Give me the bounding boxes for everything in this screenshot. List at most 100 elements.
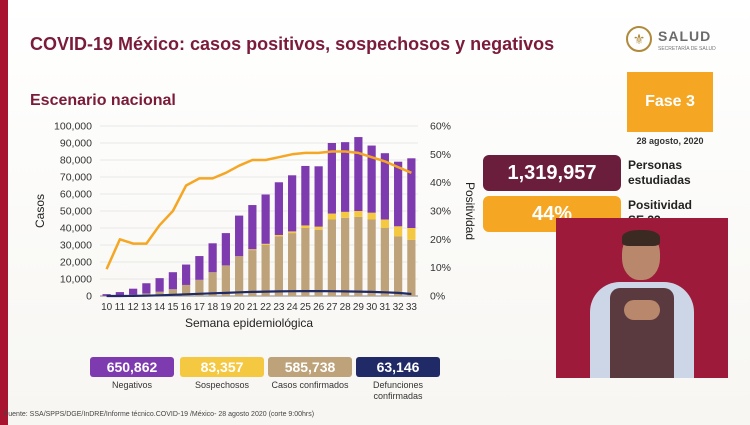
logo-subtext: SECRETARÍA DE SALUD xyxy=(658,46,716,52)
bar-negativos xyxy=(208,243,217,273)
line-positividad xyxy=(105,150,412,270)
y2-axis-label: Positividad xyxy=(463,182,477,240)
bar-sospechosos xyxy=(367,212,376,220)
bar-negativos xyxy=(235,215,244,257)
x-tick-label: 22 xyxy=(260,302,272,313)
bar-sospechosos xyxy=(248,249,257,251)
source-note: Fuente: SSA/SPPS/DGE/InDRE/Informe técni… xyxy=(4,411,315,418)
bar-casos-confirmados xyxy=(367,219,376,296)
x-tick-label: 10 xyxy=(101,302,113,313)
bar-sospechosos xyxy=(380,219,389,228)
page-subtitle: Escenario nacional xyxy=(30,92,176,109)
bar-casos-confirmados xyxy=(182,284,191,296)
bar-sospechosos xyxy=(261,243,270,245)
x-tick-label: 24 xyxy=(287,302,299,313)
bar-negativos xyxy=(168,272,177,290)
y2-tick-label: 50% xyxy=(430,149,451,161)
bar-casos-confirmados xyxy=(195,279,204,296)
bar-sospechosos xyxy=(341,211,350,218)
bar-sospechosos xyxy=(235,256,244,257)
y-tick-label: 50,000 xyxy=(60,206,92,218)
bar-casos-confirmados xyxy=(354,216,363,296)
x-tick-label: 17 xyxy=(194,302,206,313)
bar-casos-confirmados xyxy=(274,236,283,296)
x-tick-label: 28 xyxy=(340,302,352,313)
phase-date: 28 agosto, 2020 xyxy=(636,136,704,146)
bar-negativos xyxy=(301,165,310,226)
bar-negativos xyxy=(129,288,138,295)
x-tick-label: 33 xyxy=(406,302,418,313)
bar-casos-confirmados xyxy=(341,217,350,296)
bar-sospechosos xyxy=(394,226,403,237)
x-tick-label: 18 xyxy=(207,302,219,313)
bar-negativos xyxy=(274,182,283,235)
bar-casos-confirmados xyxy=(288,233,297,296)
y-tick-label: 20,000 xyxy=(60,257,92,269)
legend-confirmados-label: Casos confirmados xyxy=(271,380,349,390)
bar-negativos xyxy=(248,205,257,250)
legend-confirmados: 585,738 Casos confirmados xyxy=(268,357,352,391)
y2-tick-label: 30% xyxy=(430,206,451,218)
stat-studied-label: Personas estudiadas xyxy=(628,158,691,187)
legend-negativos-value: 650,862 xyxy=(90,357,174,377)
bar-negativos xyxy=(142,283,151,294)
y-tick-label: 30,000 xyxy=(60,240,92,252)
y-tick-label: 60,000 xyxy=(60,189,92,201)
bar-casos-confirmados xyxy=(235,256,244,296)
x-tick-label: 21 xyxy=(247,302,259,313)
bar-sospechosos xyxy=(354,211,363,217)
bar-negativos xyxy=(380,153,389,220)
bar-negativos xyxy=(354,137,363,211)
bar-negativos xyxy=(314,166,323,227)
x-tick-label: 19 xyxy=(220,302,232,313)
legend-negativos: 650,862 Negativos xyxy=(90,357,174,391)
x-tick-label: 29 xyxy=(353,302,365,313)
legend-defunciones-label: Defunciones confirmadas xyxy=(372,380,424,401)
bar-negativos xyxy=(182,264,191,285)
bar-casos-confirmados xyxy=(155,291,164,296)
y2-tick-label: 20% xyxy=(430,234,451,246)
bar-sospechosos xyxy=(274,234,283,237)
y2-tick-label: 40% xyxy=(430,177,451,189)
side-band xyxy=(0,0,8,425)
x-tick-label: 31 xyxy=(379,302,391,313)
x-tick-label: 23 xyxy=(273,302,285,313)
bar-sospechosos xyxy=(314,226,323,230)
y2-tick-label: 0% xyxy=(430,291,445,303)
bar-sospechosos xyxy=(407,228,416,240)
bar-casos-confirmados xyxy=(394,236,403,296)
bar-sospechosos xyxy=(288,231,297,234)
x-tick-label: 14 xyxy=(154,302,166,313)
y-tick-label: 90,000 xyxy=(60,138,92,150)
legend-defunciones-value: 63,146 xyxy=(356,357,440,377)
bar-negativos xyxy=(341,142,350,212)
bar-casos-confirmados xyxy=(221,265,230,296)
interpreter-hands xyxy=(624,300,660,320)
legend-sospechosos-value: 83,357 xyxy=(180,357,264,377)
logo-name: SALUD xyxy=(658,28,712,44)
bar-negativos xyxy=(327,143,336,214)
bar-negativos xyxy=(221,233,230,266)
bar-sospechosos xyxy=(327,213,336,220)
y2-tick-label: 60% xyxy=(430,121,451,133)
legend-defunciones: 63,146 Defunciones confirmadas xyxy=(356,357,440,402)
phase-badge: Fase 3 xyxy=(627,72,713,132)
y-tick-label: 0 xyxy=(86,291,92,303)
x-tick-label: 15 xyxy=(167,302,179,313)
bar-negativos xyxy=(115,292,124,296)
stat-studied-value: 1,319,957 xyxy=(483,155,621,191)
bar-casos-confirmados xyxy=(248,250,257,296)
x-tick-label: 30 xyxy=(366,302,378,313)
bar-casos-confirmados xyxy=(261,245,270,296)
x-tick-label: 16 xyxy=(181,302,193,313)
y-tick-label: 40,000 xyxy=(60,223,92,235)
eagle-seal-icon: ⚜ xyxy=(626,26,652,52)
bar-casos-confirmados xyxy=(380,228,389,296)
salud-logo: ⚜ SALUD SECRETARÍA DE SALUD xyxy=(626,26,726,56)
bar-casos-confirmados xyxy=(327,219,336,296)
y-axis-label: Casos xyxy=(33,194,47,228)
x-tick-label: 25 xyxy=(300,302,312,313)
legend-confirmados-value: 585,738 xyxy=(268,357,352,377)
bar-negativos xyxy=(155,278,164,292)
